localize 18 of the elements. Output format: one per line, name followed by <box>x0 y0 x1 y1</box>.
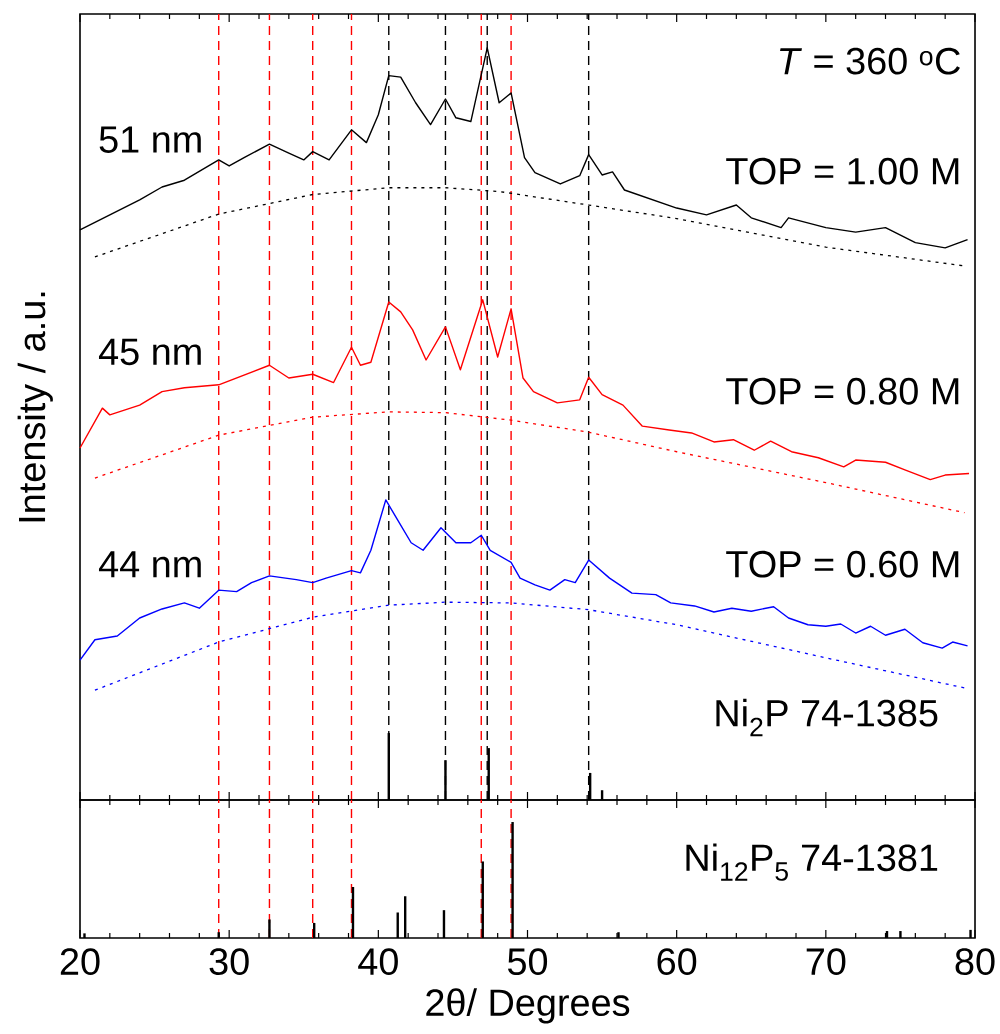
y-axis-title: Intensity / a.u. <box>17 292 53 522</box>
x-tick-label: 50 <box>507 948 548 976</box>
annotation: T = 360 $^{o}$C <box>780 47 960 75</box>
x-tick-label: 60 <box>657 948 697 976</box>
annotation: Ni$_{2}$P 74-1385 <box>716 698 938 737</box>
annotation: TOP = 1.00 M <box>726 157 959 185</box>
x-tick-label: 70 <box>806 948 846 976</box>
annotation: TOP = 0.80 M <box>726 377 959 405</box>
annotation: 44 nm <box>98 551 201 578</box>
annotation: 45 nm <box>98 338 201 366</box>
x-axis-title: 2θ/ Degrees <box>426 988 630 1024</box>
annotation: 51 nm <box>99 126 201 153</box>
annotation: Ni$_{12}$P$_{5}$ 74-1381 <box>686 843 938 881</box>
x-tick-label: 20 <box>60 948 100 976</box>
x-tick-label: 80 <box>955 948 995 976</box>
annotation: TOP = 0.60 M <box>726 550 959 578</box>
x-tick-label: 40 <box>358 948 398 976</box>
x-tick-label: 30 <box>209 948 249 976</box>
